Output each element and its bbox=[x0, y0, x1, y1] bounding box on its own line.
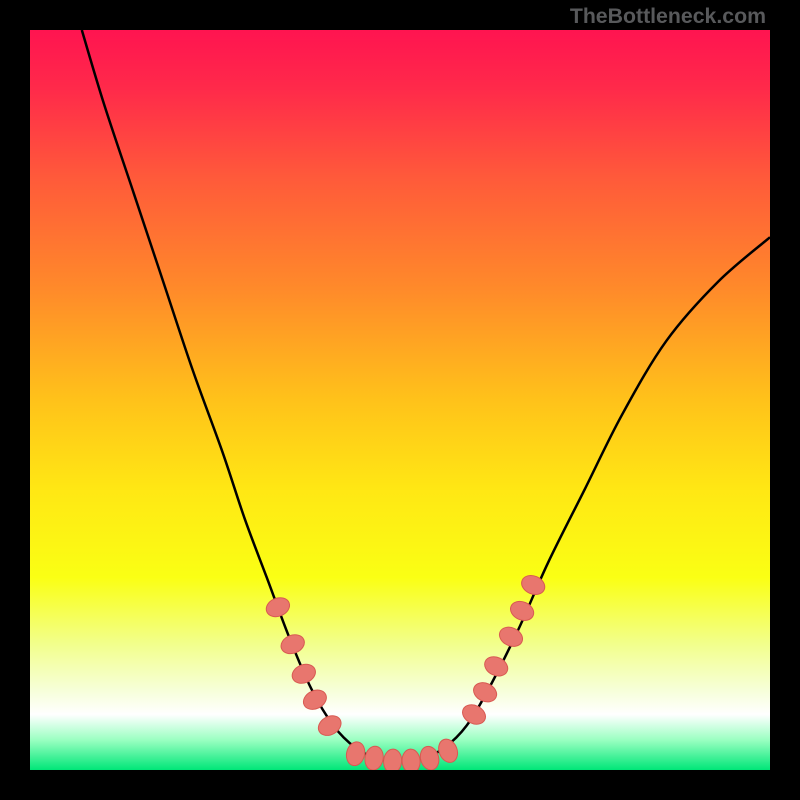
plot-area bbox=[30, 30, 770, 770]
watermark-text: TheBottleneck.com bbox=[570, 4, 766, 29]
gradient-background bbox=[30, 30, 770, 770]
chart-frame: TheBottleneck.com bbox=[0, 0, 800, 800]
